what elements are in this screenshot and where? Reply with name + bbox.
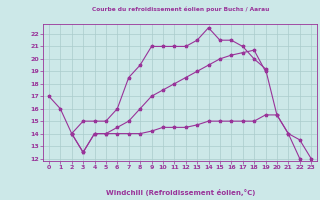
Text: Windchill (Refroidissement éolien,°C): Windchill (Refroidissement éolien,°C) [106, 189, 255, 196]
Text: Courbe du refroidissement éolien pour Buchs / Aarau: Courbe du refroidissement éolien pour Bu… [92, 6, 269, 11]
